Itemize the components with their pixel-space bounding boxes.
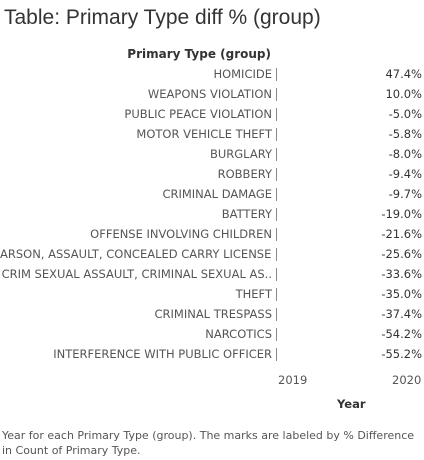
row-divider	[276, 268, 277, 281]
table-row[interactable]: MOTOR VEHICLE THEFT -5.8%	[0, 124, 424, 144]
row-divider	[276, 148, 277, 161]
table-row[interactable]: BATTERY -19.0%	[0, 204, 424, 224]
row-value-2020[interactable]: -8.0%	[388, 147, 422, 161]
table-row[interactable]: CRIM SEXUAL ASSAULT, CRIMINAL SEXUAL AS.…	[0, 264, 424, 284]
table-row[interactable]: HOMICIDE 47.4%	[0, 64, 424, 84]
row-label: CRIMINAL TRESPASS	[154, 307, 272, 321]
row-value-2020[interactable]: -9.4%	[388, 167, 422, 181]
row-label: THEFT	[235, 287, 272, 301]
table-row[interactable]: PUBLIC PEACE VIOLATION -5.0%	[0, 104, 424, 124]
column-axis-title: Year	[337, 397, 366, 411]
row-value-2020[interactable]: -35.0%	[381, 287, 422, 301]
row-divider	[276, 328, 277, 341]
row-divider	[276, 68, 277, 81]
table-row[interactable]: NARCOTICS -54.2%	[0, 324, 424, 344]
row-label: PUBLIC PEACE VIOLATION	[124, 107, 272, 121]
table-row[interactable]: OFFENSE INVOLVING CHILDREN -21.6%	[0, 224, 424, 244]
row-divider	[276, 168, 277, 181]
row-divider	[276, 288, 277, 301]
column-header-2019: 2019	[278, 373, 308, 387]
row-value-2020[interactable]: 47.4%	[385, 67, 422, 81]
row-value-2020[interactable]: -55.2%	[381, 347, 422, 361]
table-row[interactable]: ROBBERY -9.4%	[0, 164, 424, 184]
table-row[interactable]: ARSON, ASSAULT, CONCEALED CARRY LICENSE.…	[0, 244, 424, 264]
row-value-2020[interactable]: -19.0%	[381, 207, 422, 221]
row-label: OFFENSE INVOLVING CHILDREN	[90, 227, 272, 241]
row-divider	[276, 348, 277, 361]
column-header-2020: 2020	[392, 373, 422, 387]
row-divider	[276, 308, 277, 321]
table-row[interactable]: THEFT -35.0%	[0, 284, 424, 304]
row-label: HOMICIDE	[213, 67, 272, 81]
row-divider	[276, 128, 277, 141]
row-label: CRIM SEXUAL ASSAULT, CRIMINAL SEXUAL AS.…	[1, 267, 272, 281]
table-row[interactable]: INTERFERENCE WITH PUBLIC OFFICER -55.2%	[0, 344, 424, 364]
table-row[interactable]: CRIMINAL TRESPASS -37.4%	[0, 304, 424, 324]
table-body: HOMICIDE 47.4% WEAPONS VIOLATION 10.0% P…	[0, 64, 424, 364]
row-value-2020[interactable]: -9.7%	[388, 187, 422, 201]
row-label: MOTOR VEHICLE THEFT	[136, 127, 272, 141]
row-divider	[276, 88, 277, 101]
row-value-2020[interactable]: -25.6%	[381, 247, 422, 261]
row-label: INTERFERENCE WITH PUBLIC OFFICER	[53, 347, 272, 361]
row-divider	[276, 208, 277, 221]
row-divider	[276, 108, 277, 121]
row-label: WEAPONS VIOLATION	[147, 87, 272, 101]
row-value-2020[interactable]: -5.8%	[388, 127, 422, 141]
row-label: BURGLARY	[209, 147, 272, 161]
row-divider	[276, 188, 277, 201]
row-label: BATTERY	[221, 207, 272, 221]
row-divider	[276, 248, 277, 261]
row-label: NARCOTICS	[205, 327, 272, 341]
row-header-primary-type: Primary Type (group)	[127, 47, 271, 61]
row-label: ROBBERY	[217, 167, 272, 181]
row-label: CRIMINAL DAMAGE	[162, 187, 272, 201]
row-value-2020[interactable]: -33.6%	[381, 267, 422, 281]
row-label: ARSON, ASSAULT, CONCEALED CARRY LICENSE.…	[0, 247, 272, 261]
row-value-2020[interactable]: -5.0%	[388, 107, 422, 121]
table-row[interactable]: BURGLARY -8.0%	[0, 144, 424, 164]
sheet-caption: Year for each Primary Type (group). The …	[2, 429, 415, 457]
table-row[interactable]: WEAPONS VIOLATION 10.0%	[0, 84, 424, 104]
table-row[interactable]: CRIMINAL DAMAGE -9.7%	[0, 184, 424, 204]
page-title: Table: Primary Type diff % (group)	[4, 6, 321, 29]
row-value-2020[interactable]: -21.6%	[381, 227, 422, 241]
row-value-2020[interactable]: 10.0%	[385, 87, 422, 101]
row-value-2020[interactable]: -54.2%	[381, 327, 422, 341]
row-value-2020[interactable]: -37.4%	[381, 307, 422, 321]
row-divider	[276, 228, 277, 241]
